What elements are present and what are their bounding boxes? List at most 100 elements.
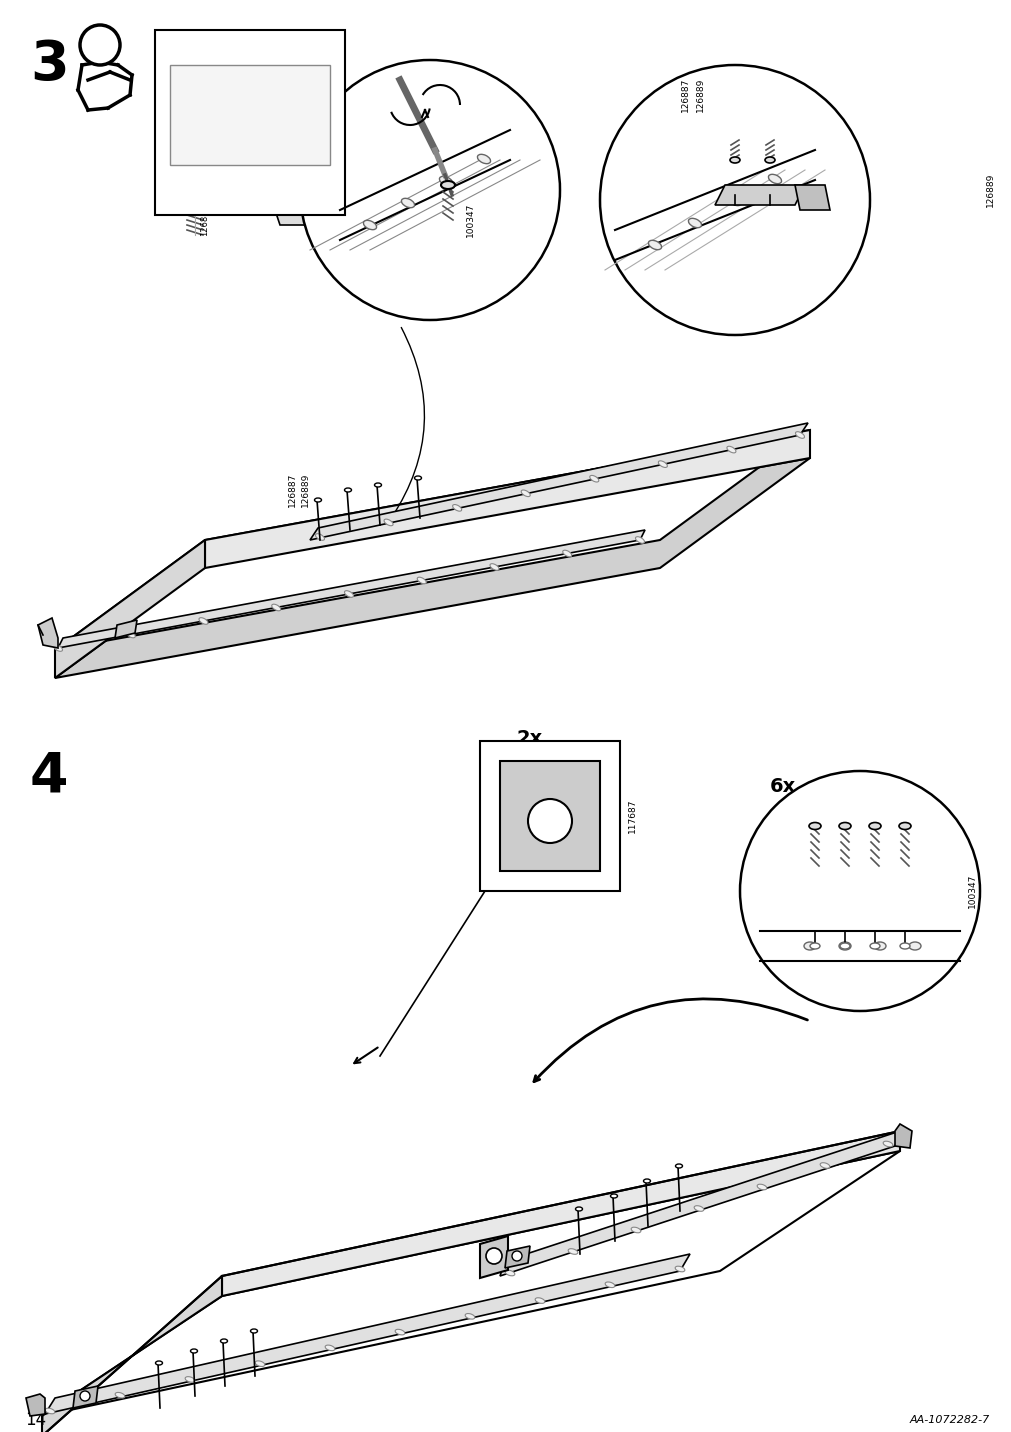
Ellipse shape xyxy=(441,180,455,189)
Ellipse shape xyxy=(658,461,666,467)
Text: 126887: 126887 xyxy=(679,77,688,112)
Ellipse shape xyxy=(643,1179,650,1183)
Ellipse shape xyxy=(45,1408,55,1413)
Polygon shape xyxy=(38,619,58,649)
Ellipse shape xyxy=(729,158,739,163)
Ellipse shape xyxy=(363,221,376,229)
Text: 14: 14 xyxy=(25,1411,47,1429)
Ellipse shape xyxy=(803,942,815,949)
Polygon shape xyxy=(309,422,807,540)
Ellipse shape xyxy=(838,942,850,949)
Bar xyxy=(155,30,345,215)
Ellipse shape xyxy=(199,617,208,624)
Circle shape xyxy=(600,64,869,335)
Ellipse shape xyxy=(255,1360,265,1366)
Text: 100347: 100347 xyxy=(465,203,474,238)
Polygon shape xyxy=(715,185,804,205)
Text: MAXIMERA: MAXIMERA xyxy=(203,44,296,60)
Text: 2x: 2x xyxy=(420,62,449,82)
Ellipse shape xyxy=(868,822,881,829)
Bar xyxy=(479,740,620,891)
Ellipse shape xyxy=(899,944,909,949)
Ellipse shape xyxy=(251,1329,257,1333)
Ellipse shape xyxy=(325,1345,335,1350)
Ellipse shape xyxy=(819,1163,829,1169)
Ellipse shape xyxy=(439,176,452,186)
Text: 126889: 126889 xyxy=(384,199,393,231)
Ellipse shape xyxy=(575,1207,582,1211)
Ellipse shape xyxy=(394,1329,404,1335)
Ellipse shape xyxy=(54,644,63,652)
Ellipse shape xyxy=(874,942,885,949)
Ellipse shape xyxy=(504,1270,515,1276)
Ellipse shape xyxy=(126,632,135,637)
Ellipse shape xyxy=(156,1360,163,1365)
Ellipse shape xyxy=(674,1266,684,1272)
Polygon shape xyxy=(275,211,360,225)
Circle shape xyxy=(80,1390,90,1400)
Ellipse shape xyxy=(401,198,415,208)
Ellipse shape xyxy=(610,1194,617,1199)
Ellipse shape xyxy=(839,944,849,949)
Ellipse shape xyxy=(315,534,325,540)
Text: 126889: 126889 xyxy=(985,173,994,208)
Ellipse shape xyxy=(883,1141,892,1147)
Ellipse shape xyxy=(417,577,426,584)
Ellipse shape xyxy=(631,1227,640,1233)
Ellipse shape xyxy=(220,1339,227,1343)
Ellipse shape xyxy=(838,822,850,829)
Ellipse shape xyxy=(728,196,741,206)
Polygon shape xyxy=(479,1236,508,1277)
Ellipse shape xyxy=(384,520,392,526)
Text: 2x: 2x xyxy=(517,729,543,748)
Ellipse shape xyxy=(635,537,644,543)
Polygon shape xyxy=(55,458,809,677)
Ellipse shape xyxy=(589,475,599,483)
Ellipse shape xyxy=(465,1313,474,1319)
Polygon shape xyxy=(205,430,809,569)
Polygon shape xyxy=(115,620,136,639)
Text: 126889: 126889 xyxy=(300,473,309,507)
Ellipse shape xyxy=(694,1206,703,1211)
Text: 3: 3 xyxy=(30,39,69,92)
Ellipse shape xyxy=(477,155,490,163)
Text: 4: 4 xyxy=(30,749,69,803)
Polygon shape xyxy=(795,185,829,211)
Ellipse shape xyxy=(452,504,461,511)
Text: 117687: 117687 xyxy=(627,799,636,833)
Text: 6x: 6x xyxy=(769,776,796,796)
Text: 126887: 126887 xyxy=(287,473,296,507)
Ellipse shape xyxy=(809,944,819,949)
Ellipse shape xyxy=(767,175,780,183)
Ellipse shape xyxy=(115,1392,124,1398)
Polygon shape xyxy=(42,1276,221,1432)
Polygon shape xyxy=(221,1131,899,1296)
Ellipse shape xyxy=(795,431,804,438)
Text: 100347: 100347 xyxy=(967,874,976,908)
Ellipse shape xyxy=(726,447,735,453)
Text: AA-1072282-7: AA-1072282-7 xyxy=(909,1415,989,1425)
Ellipse shape xyxy=(185,1376,195,1382)
Ellipse shape xyxy=(687,218,701,228)
Circle shape xyxy=(528,799,571,843)
Ellipse shape xyxy=(344,488,351,493)
Ellipse shape xyxy=(562,550,571,557)
Circle shape xyxy=(739,770,979,1011)
Text: 126887: 126887 xyxy=(200,203,209,236)
Polygon shape xyxy=(894,1124,911,1148)
Ellipse shape xyxy=(764,158,774,163)
Ellipse shape xyxy=(190,1349,197,1353)
Polygon shape xyxy=(55,430,809,650)
Ellipse shape xyxy=(272,604,280,611)
Ellipse shape xyxy=(415,475,422,480)
Ellipse shape xyxy=(374,483,381,487)
Polygon shape xyxy=(44,1254,690,1413)
Ellipse shape xyxy=(567,1249,577,1254)
Ellipse shape xyxy=(674,1164,681,1169)
Polygon shape xyxy=(55,540,205,677)
Ellipse shape xyxy=(898,822,910,829)
Circle shape xyxy=(299,60,559,319)
Ellipse shape xyxy=(489,564,498,570)
Polygon shape xyxy=(504,1246,530,1267)
Circle shape xyxy=(80,24,120,64)
